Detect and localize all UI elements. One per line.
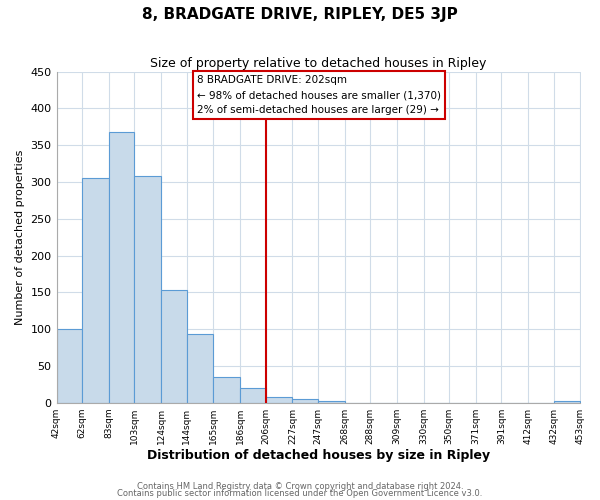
Text: 8 BRADGATE DRIVE: 202sqm
← 98% of detached houses are smaller (1,370)
2% of semi: 8 BRADGATE DRIVE: 202sqm ← 98% of detach… <box>197 76 441 115</box>
Bar <box>82 178 109 402</box>
Bar <box>109 132 134 402</box>
Bar <box>134 176 161 402</box>
Bar <box>292 399 318 402</box>
Bar <box>266 397 292 402</box>
Bar <box>554 401 580 402</box>
Bar <box>240 388 266 402</box>
X-axis label: Distribution of detached houses by size in Ripley: Distribution of detached houses by size … <box>147 450 490 462</box>
Bar <box>318 401 344 402</box>
Text: 8, BRADGATE DRIVE, RIPLEY, DE5 3JP: 8, BRADGATE DRIVE, RIPLEY, DE5 3JP <box>142 8 458 22</box>
Bar <box>187 334 214 402</box>
Bar <box>214 377 240 402</box>
Text: Contains HM Land Registry data © Crown copyright and database right 2024.: Contains HM Land Registry data © Crown c… <box>137 482 463 491</box>
Text: Contains public sector information licensed under the Open Government Licence v3: Contains public sector information licen… <box>118 490 482 498</box>
Bar <box>56 329 82 402</box>
Bar <box>161 290 187 403</box>
Title: Size of property relative to detached houses in Ripley: Size of property relative to detached ho… <box>151 58 487 70</box>
Y-axis label: Number of detached properties: Number of detached properties <box>15 150 25 325</box>
